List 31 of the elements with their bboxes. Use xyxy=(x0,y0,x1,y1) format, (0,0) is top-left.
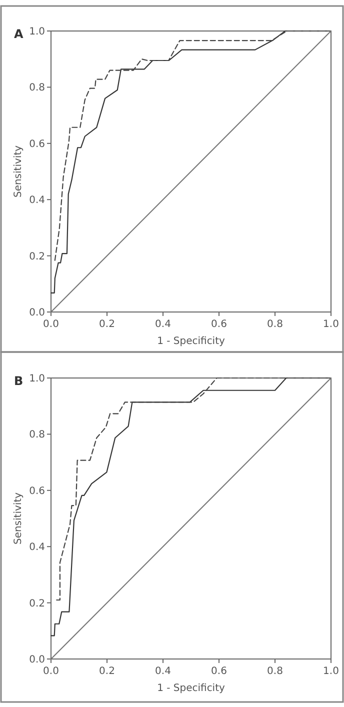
y-tick-label: 0.6 xyxy=(29,138,45,150)
x-axis-title: 1 - Specificity xyxy=(157,336,226,347)
x-tick-label: 0.0 xyxy=(43,319,59,330)
y-tick-label: 0.0 xyxy=(29,308,45,318)
y-tick-label: 0.6 xyxy=(29,486,45,497)
y-tick-label: 0.8 xyxy=(29,82,45,94)
x-tick-label: 1.0 xyxy=(323,319,339,330)
y-tick-label: 0.8 xyxy=(29,430,45,441)
y-tick-label: 1.0 xyxy=(29,374,45,384)
x-tick-label: 1.0 xyxy=(323,666,339,677)
y-tick-label: 1.0 xyxy=(29,26,45,38)
line-series xyxy=(56,377,332,601)
x-tick-label: 0.4 xyxy=(155,319,171,330)
x-tick-label: 0.6 xyxy=(211,666,227,677)
y-axis-title: Sensitivity xyxy=(13,492,24,545)
x-tick-label: 0.8 xyxy=(267,319,283,330)
x-tick-label: 0.8 xyxy=(267,666,283,677)
y-tick-label: 0.2 xyxy=(29,598,45,610)
x-tick-label: 0.4 xyxy=(155,666,171,677)
y-tick-label: 0.4 xyxy=(29,195,45,206)
x-tick-label: 0.0 xyxy=(43,666,59,677)
y-axis-title: Sensitivity xyxy=(13,145,24,198)
x-tick-label: 0.2 xyxy=(99,319,115,330)
y-tick-label: 0.2 xyxy=(29,251,45,262)
y-tick-label: 0.4 xyxy=(29,542,45,554)
x-tick-label: 0.6 xyxy=(211,319,227,330)
chart-title: B xyxy=(14,374,24,388)
y-tick-label: 0.0 xyxy=(29,654,45,666)
x-tick-label: 0.2 xyxy=(99,666,115,677)
x-axis-title: 1 - Specificity xyxy=(157,683,226,694)
chart-title: A xyxy=(14,27,24,41)
